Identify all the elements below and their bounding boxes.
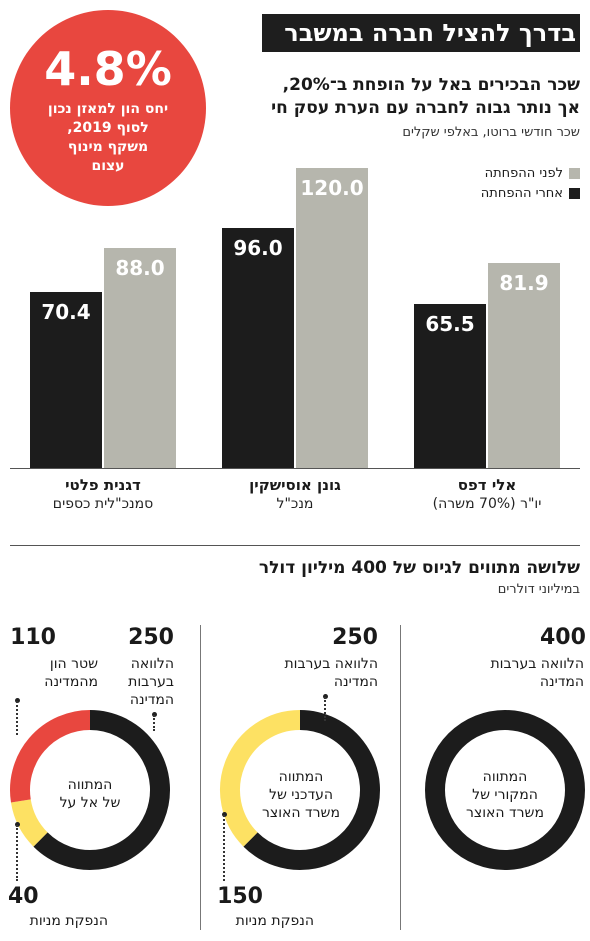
bar-after xyxy=(222,228,294,468)
section-title: שלושה מתווים לגיוס של 400 מיליון דולר xyxy=(258,558,580,578)
category-name: דגנית פלטי xyxy=(65,476,141,494)
donut-slice xyxy=(10,798,48,847)
leader-line xyxy=(223,815,225,881)
legend-swatch-after xyxy=(569,188,580,199)
leader-dot xyxy=(15,822,20,827)
value-label: 110 xyxy=(10,625,56,650)
leader-line xyxy=(153,715,155,731)
equity-ratio-badge xyxy=(10,10,206,206)
legend-item-after: אחרי ההפחתה xyxy=(380,186,580,202)
bar-value-label: 88.0 xyxy=(115,256,165,280)
value-label: 400 xyxy=(540,625,586,650)
section-units: במיליוני דולרים xyxy=(497,582,580,597)
header-bar xyxy=(262,14,580,52)
legend-item-before: לפני ההפחתה xyxy=(380,166,580,182)
bar-value-label: 81.9 xyxy=(499,271,549,296)
slice-label: הנפקת מניות xyxy=(29,913,108,929)
bar-after xyxy=(30,292,102,468)
badge-text-line: יחס הון למאזן נכון xyxy=(47,101,169,117)
bar-value-label: 65.5 xyxy=(425,312,475,337)
badge-text-line: לסוף 2019, xyxy=(67,120,149,136)
bar-after xyxy=(414,304,486,468)
donut-slice xyxy=(243,710,380,870)
bar-value-label: 70.4 xyxy=(41,300,91,324)
bar-chart: 81.9 65.5 אלי דפס יו"ר (70% משרה) 120.0 96.0 ג… xyxy=(30,168,560,512)
chart-subtitle-line: שכר הבכירים באל על הופחת ב־20%, xyxy=(282,75,580,95)
slice-label: הלוואה בערבות המדינה xyxy=(284,656,378,690)
value-label: 40 xyxy=(8,884,39,909)
slice-label: הלוואה בערבות המדינה xyxy=(128,656,174,708)
donut-center-text: המתווה של אל על xyxy=(59,777,121,811)
donut-center-text: המתווה המקורי של משרד האוצר xyxy=(466,769,544,821)
category-name: גונן אוסישקין xyxy=(249,476,341,494)
value-label: 150 xyxy=(217,884,263,909)
value-label: 250 xyxy=(332,625,378,650)
chart-units: שכר חודשי ברוטו, באלפי שקלים xyxy=(402,125,580,140)
badge-value: 4.8% xyxy=(44,42,172,96)
category-role: סמנכ"לית כספים xyxy=(52,496,154,512)
donut-slice xyxy=(33,710,170,870)
section-divider xyxy=(10,545,580,546)
donut-slice xyxy=(220,710,301,847)
category-name: אלי דפס xyxy=(457,476,517,494)
leader-line xyxy=(16,825,18,881)
donut-slice xyxy=(425,710,585,870)
column-separator xyxy=(200,625,201,930)
leader-dot xyxy=(222,812,227,817)
leader-line xyxy=(324,697,326,721)
bar-before xyxy=(488,263,560,468)
page-title: בדרך להציל חברה במשבר xyxy=(284,19,576,47)
bar-value-label: 120.0 xyxy=(300,176,364,200)
slice-label: שטר הון מהמדינה xyxy=(44,656,98,690)
donut-center-text: המתווה העדכני של משרד האוצר xyxy=(262,769,340,821)
chart-baseline xyxy=(10,468,580,469)
bar-before xyxy=(296,168,368,468)
leader-dot xyxy=(152,712,157,717)
badge-text-line: משקף מינוף xyxy=(67,139,149,155)
bar-value-label: 96.0 xyxy=(233,236,283,260)
legend-label: לפני ההפחתה xyxy=(484,166,563,181)
leader-dot xyxy=(323,694,328,699)
category-role: מנכ"ל xyxy=(276,496,314,512)
slice-label: הלוואה בערבות המדינה xyxy=(490,656,584,690)
leader-line xyxy=(16,701,18,735)
leader-dot xyxy=(15,698,20,703)
badge-text-line: עצום xyxy=(91,158,125,174)
slice-label: הנפקת מניות xyxy=(235,913,314,929)
value-label: 250 xyxy=(128,625,174,650)
column-separator xyxy=(400,625,401,930)
bar-before xyxy=(104,248,176,468)
donut-slice xyxy=(10,710,91,803)
chart-subtitle-line: אך נותר גבוה לחברה עם הערת עסק חי xyxy=(271,98,580,118)
category-role: יו"ר (70% משרה) xyxy=(432,496,542,512)
legend-swatch-before xyxy=(569,168,580,179)
legend-label: אחרי ההפחתה xyxy=(480,186,563,201)
